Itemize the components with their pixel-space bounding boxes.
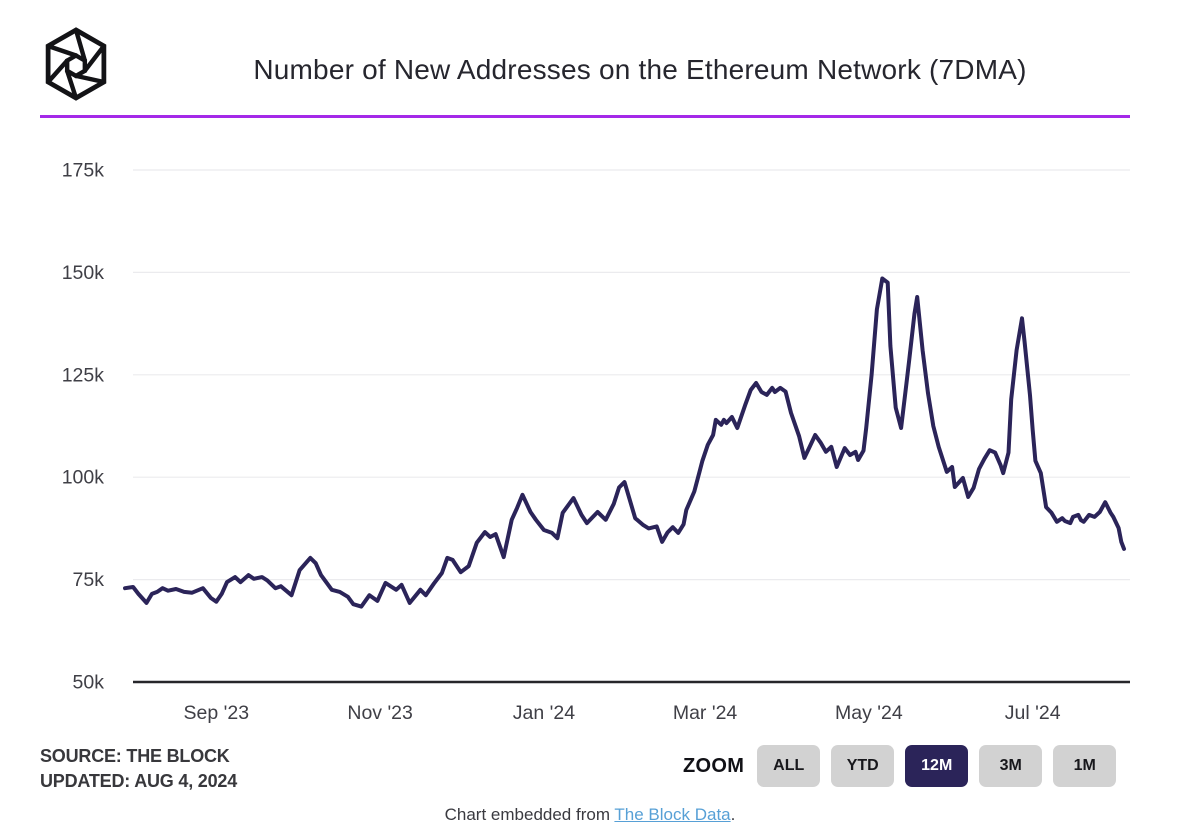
- x-tick-label: Sep '23: [184, 702, 250, 724]
- zoom-button-3m[interactable]: 3M: [979, 745, 1043, 787]
- x-tick-label: Mar '24: [673, 702, 738, 724]
- y-tick-label: 100k: [62, 467, 105, 489]
- x-tick-label: May '24: [835, 702, 903, 724]
- y-tick-label: 150k: [62, 262, 105, 284]
- embed-note: Chart embedded from The Block Data.: [0, 805, 1180, 825]
- data-series-line: [123, 276, 1126, 609]
- logo-connector-edges: [45, 27, 107, 101]
- updated-line: UPDATED: AUG 4, 2024: [40, 771, 238, 791]
- embed-note-prefix: Chart embedded from: [444, 805, 615, 824]
- zoom-button-all[interactable]: ALL: [757, 745, 821, 787]
- zoom-button-1m[interactable]: 1M: [1053, 745, 1117, 787]
- source-line: SOURCE: THE BLOCK: [40, 746, 230, 766]
- y-tick-label: 125k: [62, 364, 105, 386]
- x-tick-label: Jul '24: [1005, 702, 1061, 724]
- y-tick-label: 75k: [73, 569, 105, 591]
- source-attribution: SOURCE: THE BLOCK UPDATED: AUG 4, 2024: [40, 744, 237, 794]
- x-tick-label: Nov '23: [347, 702, 413, 724]
- zoom-button-ytd[interactable]: YTD: [831, 745, 895, 787]
- zoom-controls: ZOOM ALL YTD 12M 3M 1M: [683, 745, 1117, 787]
- the-block-data-link[interactable]: The Block Data: [614, 805, 731, 824]
- header-divider: [40, 115, 1130, 118]
- embed-note-suffix: .: [730, 805, 736, 824]
- y-tick-label: 50k: [73, 672, 105, 694]
- x-tick-label: Jan '24: [513, 702, 575, 724]
- zoom-label: ZOOM: [683, 754, 745, 777]
- the-block-logo: [45, 27, 107, 101]
- page-title: Number of New Addresses on the Ethereum …: [253, 54, 1027, 85]
- zoom-button-12m[interactable]: 12M: [905, 745, 969, 787]
- y-tick-label: 175k: [62, 160, 105, 182]
